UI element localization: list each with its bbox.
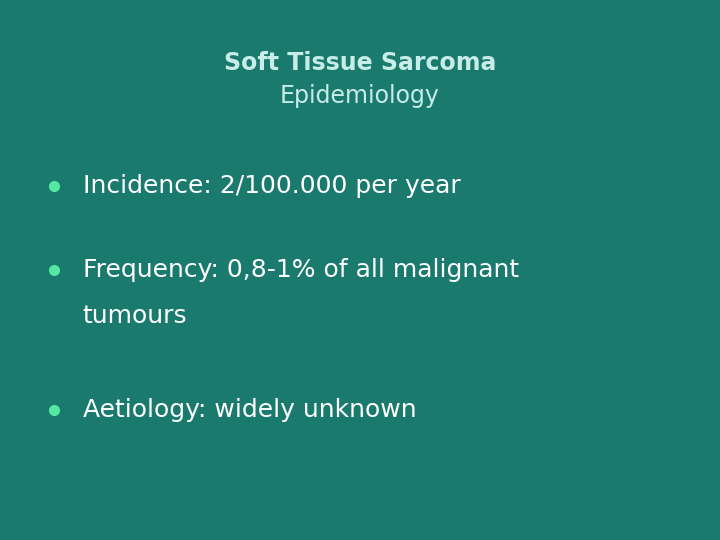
Text: Frequency: 0,8-1% of all malignant: Frequency: 0,8-1% of all malignant xyxy=(83,258,519,282)
Text: Soft Tissue Sarcoma: Soft Tissue Sarcoma xyxy=(224,51,496,75)
Text: tumours: tumours xyxy=(83,304,187,328)
Text: Epidemiology: Epidemiology xyxy=(280,84,440,107)
Text: Aetiology: widely unknown: Aetiology: widely unknown xyxy=(83,399,416,422)
Text: Incidence: 2/100.000 per year: Incidence: 2/100.000 per year xyxy=(83,174,461,198)
